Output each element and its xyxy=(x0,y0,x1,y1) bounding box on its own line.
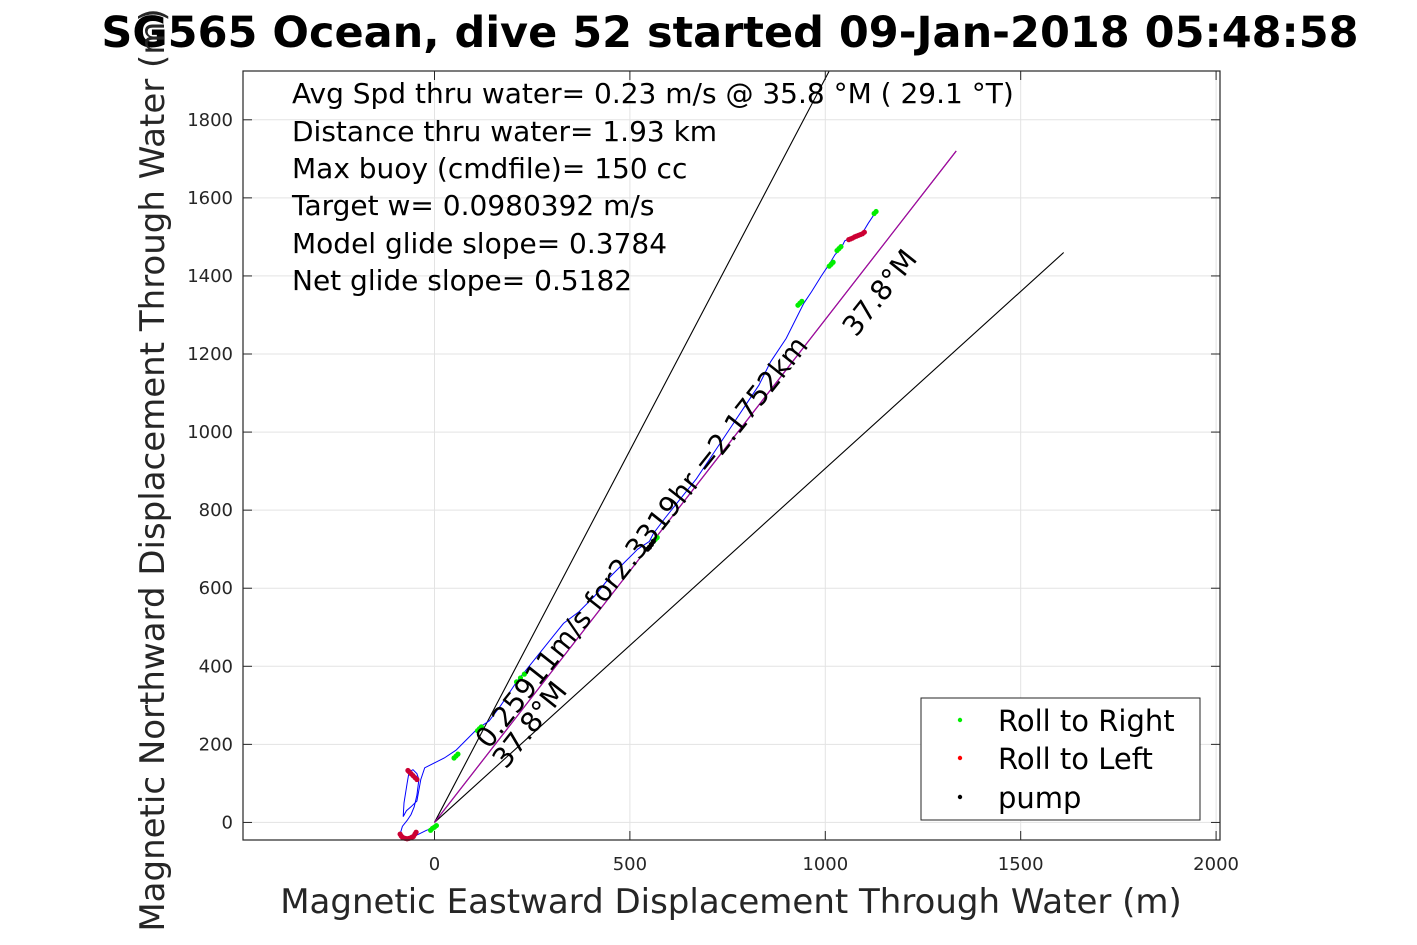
x-tick-label: 1500 xyxy=(998,854,1044,875)
legend-label-pump: pump xyxy=(998,781,1081,815)
y-tick-label: 1000 xyxy=(187,422,233,443)
annotation-target-w: Target w= 0.0980392 m/s xyxy=(291,189,654,222)
x-tick-label: 1000 xyxy=(802,854,848,875)
y-tick-label: 1800 xyxy=(187,110,233,131)
axis-ticks: 0 500 1000 1500 2000 0 200 400 600 800 1000 1200 140… xyxy=(187,71,1239,875)
reference-lines xyxy=(434,70,1065,823)
x-axis-label: Magnetic Eastward Displacement Through W… xyxy=(280,882,1182,922)
legend-marker-roll-right xyxy=(957,717,963,723)
chart-title: SG565 Ocean, dive 52 started 09-Jan-2018… xyxy=(101,8,1358,58)
annotation-net-glide: Net glide slope= 0.5182 xyxy=(292,264,632,297)
track-line xyxy=(399,211,877,839)
point-roll-to-left xyxy=(861,229,867,235)
y-axis-label: Magnetic Northward Displacement Through … xyxy=(133,8,173,931)
point-roll-to-right xyxy=(455,751,461,757)
y-tick-label: 400 xyxy=(199,656,233,677)
x-tick-label: 0 xyxy=(429,854,440,875)
reference-line-cone-right xyxy=(434,252,1065,823)
point-roll-to-left xyxy=(413,829,419,835)
point-roll-to-right xyxy=(873,208,879,215)
point-roll-to-left xyxy=(405,767,411,774)
reference-line-heading-overlay xyxy=(434,150,957,823)
point-roll-to-right xyxy=(521,671,527,677)
y-tick-label: 200 xyxy=(199,734,233,755)
point-roll-to-right xyxy=(433,822,440,829)
point-roll-to-right xyxy=(654,534,660,541)
legend-marker-pump xyxy=(957,794,963,800)
annotation-model-glide: Model glide slope= 0.3784 xyxy=(292,227,667,260)
point-pump xyxy=(650,538,656,544)
y-tick-label: 1200 xyxy=(187,344,233,365)
point-roll-to-right xyxy=(830,259,836,265)
legend-label-roll-left: Roll to Left xyxy=(998,742,1153,776)
legend-label-roll-right: Roll to Right xyxy=(998,704,1175,738)
legend: Roll to Right Roll to Left pump xyxy=(920,697,1201,821)
point-roll-to-right xyxy=(478,724,484,730)
track xyxy=(399,211,877,839)
y-tick-label: 800 xyxy=(199,500,233,521)
point-roll-to-right xyxy=(838,244,844,250)
plot-frame xyxy=(242,70,1221,841)
x-tick-label: 500 xyxy=(613,854,647,875)
annotation-block: Avg Spd thru water= 0.23 m/s @ 35.8 °M (… xyxy=(291,77,1014,297)
track-label: 0.25911m/s for2.3319hr =2.1752km xyxy=(469,330,815,755)
reference-line-cone-left xyxy=(434,70,830,823)
point-roll-to-right xyxy=(513,679,520,685)
annotation-distance: Distance thru water= 1.93 km xyxy=(292,115,717,148)
point-roll-to-right xyxy=(517,675,524,681)
heading-label-end: 37.8°M xyxy=(836,243,924,342)
annotation-avg-speed: Avg Spd thru water= 0.23 m/s @ 35.8 °M (… xyxy=(292,77,1014,110)
y-tick-label: 600 xyxy=(199,578,233,599)
y-tick-label: 1600 xyxy=(187,188,233,209)
x-tick-label: 2000 xyxy=(1193,854,1239,875)
legend-box xyxy=(920,697,1201,821)
point-roll-to-right xyxy=(799,298,805,304)
legend-marker-roll-left xyxy=(957,755,963,761)
y-tick-label: 0 xyxy=(222,812,233,833)
y-tick-label: 1400 xyxy=(187,266,233,287)
annotation-max-buoy: Max buoy (cmdfile)= 150 cc xyxy=(292,152,687,185)
